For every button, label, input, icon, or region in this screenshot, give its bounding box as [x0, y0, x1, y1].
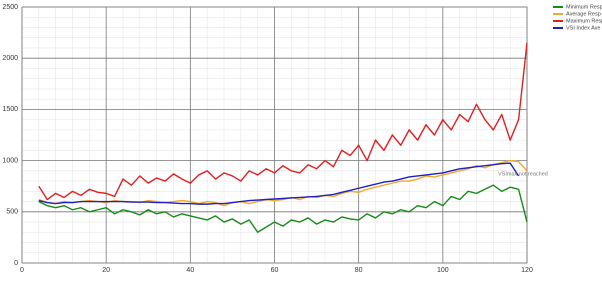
x-tick-label: 80 [355, 267, 363, 274]
y-tick-label: 1000 [2, 157, 18, 164]
y-tick-label: 2000 [2, 55, 18, 62]
x-tick-label: 0 [20, 267, 24, 274]
x-tick-label: 120 [521, 267, 533, 274]
legend-label: Maximum Resp [566, 18, 602, 24]
legend-label: Minimum Resp [566, 4, 602, 10]
x-tick-label: 100 [437, 267, 449, 274]
y-tick-label: 500 [6, 209, 18, 216]
y-tick-label: 0 [14, 260, 18, 267]
series-line [38, 184, 528, 233]
y-tick-label: 1500 [2, 106, 18, 113]
series-line [38, 42, 528, 201]
y-tick-label: 2500 [2, 4, 18, 11]
x-tick-label: 60 [271, 267, 279, 274]
x-tick-label: 20 [102, 267, 110, 274]
annotation: VSImax not reached [498, 171, 548, 177]
series-line [38, 162, 520, 205]
legend-label: Average Resp [566, 11, 601, 17]
x-tick-label: 40 [186, 267, 194, 274]
legend-label: VSI Index Ave [566, 25, 600, 31]
